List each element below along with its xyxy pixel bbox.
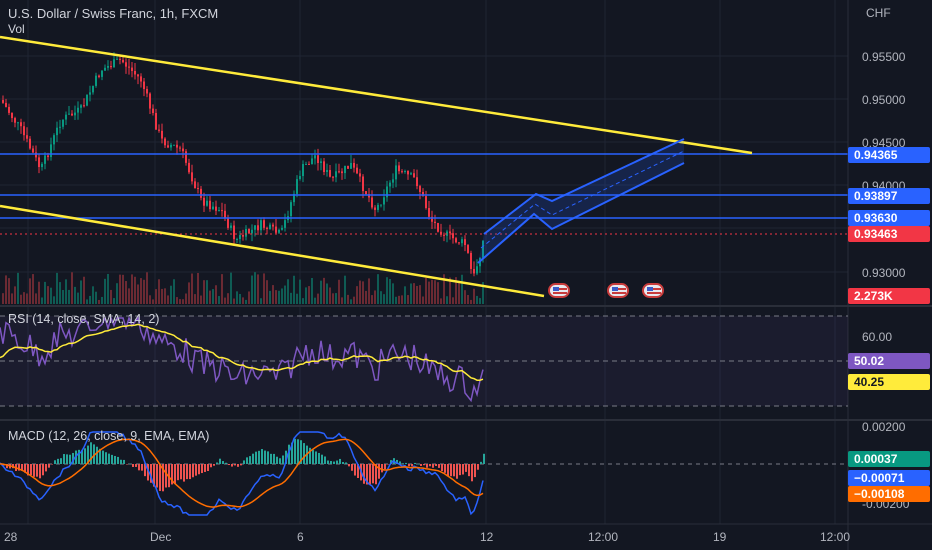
current-price-badge[interactable]: 0.93463 — [848, 226, 930, 242]
rsi-title[interactable]: RSI (14, close, SMA, 14, 2) — [8, 312, 160, 326]
currency-label: CHF — [866, 6, 891, 20]
us-flag-icon[interactable] — [642, 283, 664, 298]
macd-line-badge: −0.00071 — [848, 470, 930, 486]
macd-tick-top: 0.00200 — [862, 420, 906, 434]
price-badge-level-2[interactable]: 0.93897 — [848, 188, 930, 204]
price-tick: 0.95000 — [862, 93, 906, 107]
time-label: 6 — [297, 530, 304, 544]
macd-signal-line — [0, 438, 484, 508]
rsi-value-badge: 50.02 — [848, 353, 930, 369]
macd-histogram-badge: 0.00037 — [848, 451, 930, 467]
upper-trend-line[interactable] — [0, 35, 753, 155]
time-label: Dec — [150, 530, 172, 544]
macd-line — [0, 431, 484, 516]
rsi-tick: 60.00 — [862, 330, 893, 344]
price-tick: 0.94500 — [862, 136, 906, 150]
price-badge-level-1[interactable]: 0.94365 — [848, 147, 930, 163]
price-tick: 0.93000 — [862, 266, 906, 280]
price-tick: 0.95500 — [862, 50, 906, 64]
rsi-line — [0, 315, 484, 403]
volume-label[interactable]: Vol — [8, 22, 25, 36]
projected-channel[interactable] — [477, 138, 685, 264]
us-flag-icon[interactable] — [607, 283, 629, 298]
price-badge-level-3[interactable]: 0.93630 — [848, 210, 930, 226]
volume-badge: 2.273K — [848, 288, 930, 304]
macd-histogram — [0, 438, 485, 492]
time-label: 12 — [480, 530, 494, 544]
chart-title[interactable]: U.S. Dollar / Swiss Franc, 1h, FXCM — [8, 6, 219, 21]
chart-grid — [0, 0, 848, 524]
time-label: 12:00 — [588, 530, 619, 544]
lower-trend-line[interactable] — [0, 204, 545, 298]
macd-signal-badge: −0.00108 — [848, 486, 930, 502]
rsi-sma-badge: 40.25 — [848, 374, 930, 390]
macd-title[interactable]: MACD (12, 26, close, 9, EMA, EMA) — [8, 429, 210, 443]
time-label: 28 — [4, 530, 18, 544]
us-flag-icon[interactable] — [548, 283, 570, 298]
time-label: 12:00 — [820, 530, 851, 544]
time-label: 19 — [713, 530, 727, 544]
price-candles — [2, 52, 484, 304]
rsi-sma-line — [0, 323, 484, 381]
